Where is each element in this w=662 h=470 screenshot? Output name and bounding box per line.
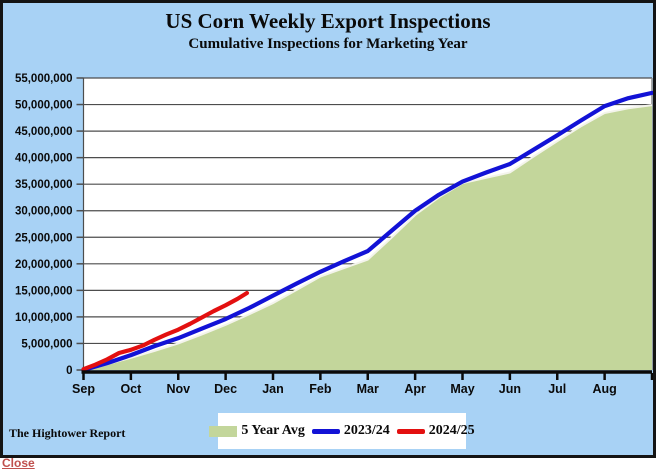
x-tick-label: Feb (309, 382, 332, 396)
y-tick-label: 20,000,000 (15, 259, 73, 271)
line-swatch-icon (311, 428, 340, 434)
line-swatch-icon (396, 428, 425, 434)
y-tick-label: 35,000,000 (15, 179, 73, 191)
chart-legend: 5 Year Avg 2023/24 2024/25 (209, 413, 475, 449)
y-tick-label: 0 (66, 365, 72, 377)
legend-label: 2023/24 (343, 423, 390, 438)
x-tick-label: Sep (72, 382, 95, 396)
x-tick-label: Jul (548, 382, 566, 396)
legend-item-2023-24: 2023/24 (311, 423, 390, 439)
x-tick-label: Jun (499, 382, 521, 396)
y-tick-label: 50,000,000 (15, 100, 73, 112)
x-tick-label: Mar (357, 382, 379, 396)
chart-title: US Corn Weekly Export Inspections (165, 9, 491, 33)
y-tick-label: 45,000,000 (15, 126, 73, 138)
y-tick-label: 55,000,000 (15, 73, 73, 85)
y-tick-label: 30,000,000 (15, 206, 73, 218)
x-tick-label: Oct (120, 382, 142, 396)
y-tick-label: 40,000,000 (15, 153, 73, 165)
y-tick-label: 10,000,000 (15, 312, 73, 324)
five-year-avg-area (83, 105, 652, 371)
x-tick-label: Dec (214, 382, 237, 396)
close-link[interactable]: Close (2, 456, 35, 470)
series-line-2023-24 (81, 90, 653, 373)
y-tick-label: 25,000,000 (15, 232, 73, 244)
chart-panel: US Corn Weekly Export Inspections Cumula… (0, 0, 656, 458)
source-attribution: The Hightower Report (9, 426, 126, 440)
legend-label: 5 Year Avg (241, 423, 305, 438)
legend-label: 2024/25 (428, 423, 475, 438)
five-year-avg-area-edge (83, 104, 653, 371)
legend-item-2024-25: 2024/25 (396, 423, 475, 439)
chart-subtitle: Cumulative Inspections for Marketing Yea… (188, 36, 468, 52)
area-swatch-icon (209, 425, 238, 437)
x-tick-label: May (450, 382, 474, 396)
x-tick-label: Jan (262, 382, 284, 396)
x-tick-label: Aug (592, 382, 616, 396)
chart-canvas: 0 5,000,000 10,000,000 15,000,000 20,000,000… (15, 73, 653, 396)
legend-item-5-year-avg: 5 Year Avg (209, 423, 305, 439)
y-tick-label: 5,000,000 (21, 338, 72, 350)
x-tick-label: Apr (404, 382, 426, 396)
y-tick-label: 15,000,000 (15, 285, 73, 297)
series-line-2024-25 (81, 290, 250, 372)
x-tick-label: Nov (166, 382, 190, 396)
